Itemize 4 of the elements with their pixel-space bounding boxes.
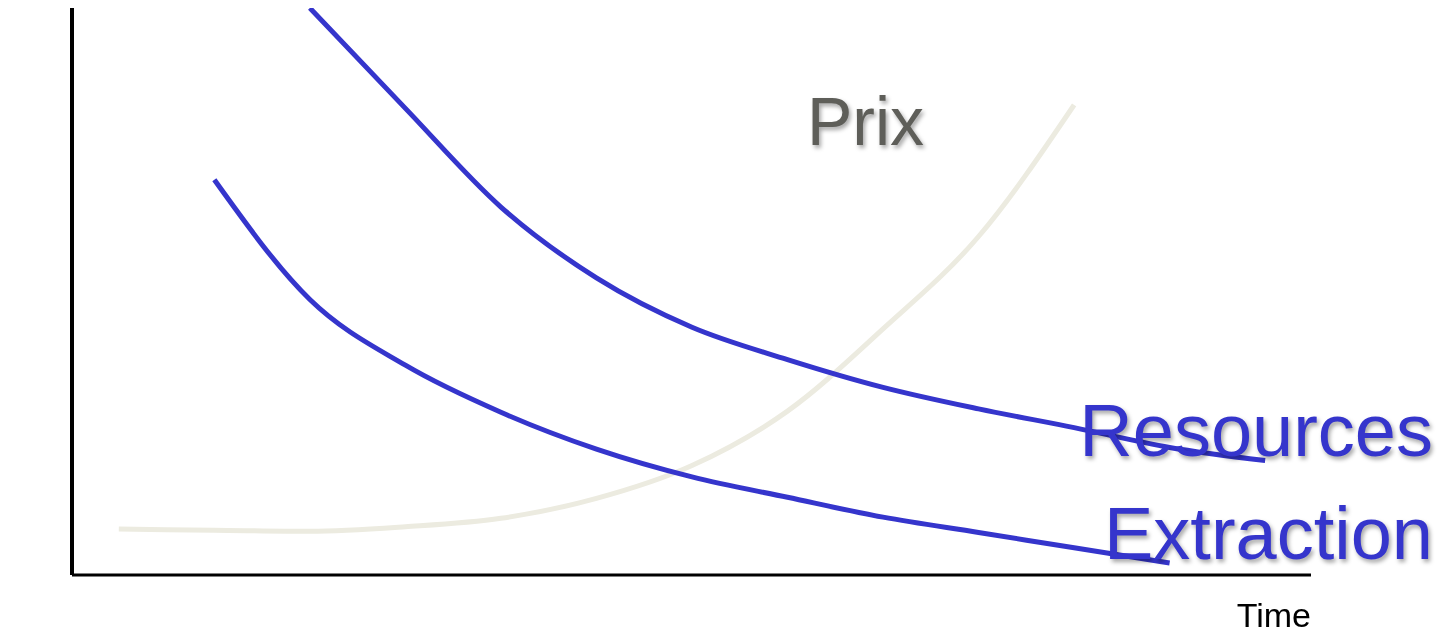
series-label: Resources — [1079, 389, 1433, 473]
x-axis-title: Time — [1236, 596, 1311, 634]
series-label: Extraction — [1103, 492, 1433, 576]
series-label: Prix — [806, 82, 925, 159]
